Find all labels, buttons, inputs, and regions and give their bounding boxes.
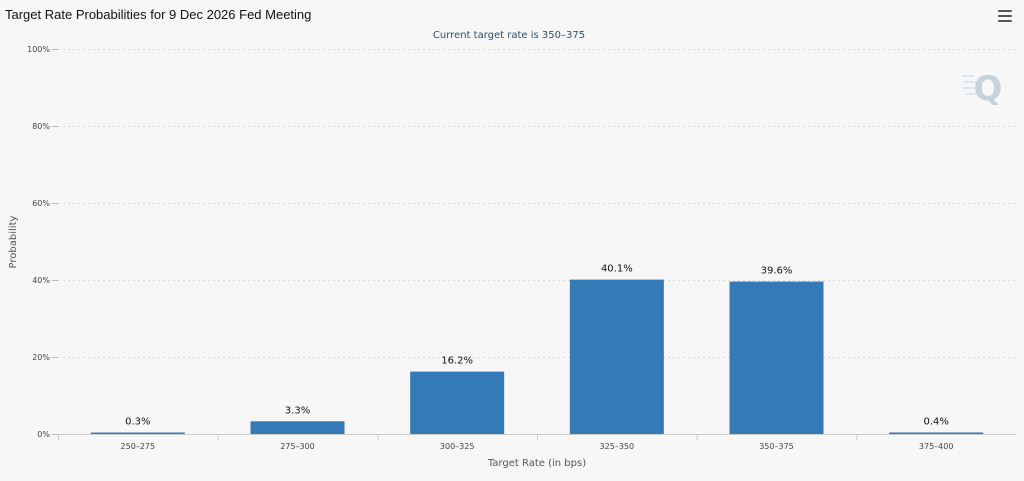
grid-lines xyxy=(58,49,1016,358)
x-tick-label-3: 325–350 xyxy=(600,442,635,451)
y-tick-label: 60% xyxy=(32,199,50,208)
data-label-2: 16.2% xyxy=(441,356,473,367)
chart-title: Target Rate Probabilities for 9 Dec 2026… xyxy=(5,7,312,22)
y-tick-label: 0% xyxy=(37,430,50,439)
bar-0[interactable] xyxy=(90,432,185,435)
data-label-0: 0.3% xyxy=(125,417,150,428)
bar-1[interactable] xyxy=(250,421,345,434)
y-tick-label: 100% xyxy=(27,45,50,54)
bar-4[interactable] xyxy=(729,281,824,434)
bar-5[interactable] xyxy=(889,432,984,434)
x-tick-label-4: 350–375 xyxy=(759,442,794,451)
y-tick-label: 80% xyxy=(32,122,50,131)
data-labels: 0.3% 3.3% 16.2% 40.1% 39.6% 0.4% xyxy=(125,264,949,428)
bars xyxy=(90,279,984,435)
x-axis-label: Target Rate (in bps) xyxy=(487,458,586,469)
bar-2[interactable] xyxy=(410,371,505,434)
y-axis-label: Probability xyxy=(8,215,19,268)
x-tick-label-5: 375–400 xyxy=(919,442,954,451)
y-axis-ticks: 0% 20% 40% 60% 80% 100% xyxy=(27,45,58,439)
x-tick-label-0: 250–275 xyxy=(121,442,156,451)
data-label-3: 40.1% xyxy=(601,264,633,275)
bar-3[interactable] xyxy=(569,279,664,434)
x-axis-ticks: 250–275 275–300 300–325 325–350 350–375 375–4… xyxy=(58,434,954,451)
y-tick-label: 20% xyxy=(32,353,50,362)
data-label-5: 0.4% xyxy=(923,416,948,427)
svg-text:Q: Q xyxy=(974,69,1003,109)
hamburger-menu-icon[interactable] xyxy=(998,10,1012,22)
y-tick-label: 40% xyxy=(32,276,50,285)
data-label-4: 39.6% xyxy=(761,266,793,277)
x-tick-label-2: 300–325 xyxy=(440,442,475,451)
chart-subtitle: Current target rate is 350–375 xyxy=(433,30,585,41)
watermark-q-icon: Q xyxy=(962,69,1002,109)
data-label-1: 3.3% xyxy=(285,405,310,416)
x-tick-label-1: 275–300 xyxy=(280,442,315,451)
